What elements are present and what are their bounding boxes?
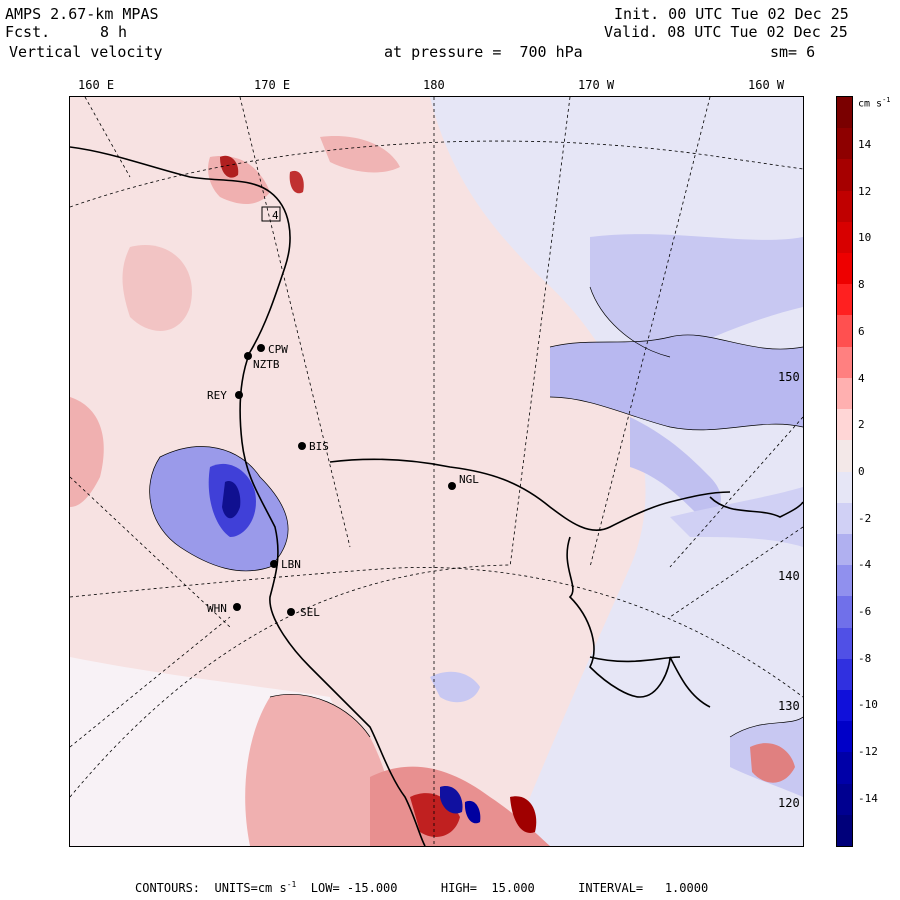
colorbar-segment <box>837 190 852 223</box>
colorbar-segment <box>837 409 852 441</box>
colorbar-tick: 8 <box>858 278 865 292</box>
colorbar <box>836 96 853 847</box>
lon-label-170w: 170 W <box>578 78 615 92</box>
station-lbn: LBN <box>281 558 301 571</box>
colorbar-segment <box>837 221 852 254</box>
colorbar-tick: 2 <box>858 418 865 432</box>
colorbar-tick: 6 <box>858 324 865 338</box>
colorbar-tick: -10 <box>858 698 878 712</box>
station-rey: REY <box>207 389 227 402</box>
colorbar-segment <box>837 159 852 192</box>
colorbar-unit-text: cm s <box>858 98 883 110</box>
colorbar-segment <box>837 377 852 410</box>
colorbar-segment <box>837 689 852 722</box>
lon-label-180: 180 <box>423 78 445 92</box>
colorbar-segment <box>837 721 852 753</box>
footer-exp: -1 <box>286 880 297 889</box>
colorbar-segment <box>837 565 852 597</box>
lat-label-130w: 130 W <box>778 699 800 713</box>
colorbar-tick: 0 <box>858 464 865 478</box>
colorbar-tick: 12 <box>858 184 872 198</box>
footer-range: LOW= -15.000 HIGH= 15.000 INTERVAL= 1.00… <box>296 881 709 895</box>
colorbar-segment <box>837 440 852 472</box>
forecast-label: Fcst. <box>5 23 51 41</box>
lon-label-170e: 170 E <box>254 78 291 92</box>
station-bis: BIS <box>309 440 329 453</box>
map-panel: CPW NZTB REY BIS NGL LBN WHN SEL 4 150 W… <box>69 96 804 847</box>
colorbar-tick: 14 <box>858 138 872 151</box>
colorbar-tick: -8 <box>858 651 872 665</box>
contour-info: CONTOURS: UNITS=cm s-1 LOW= -15.000 HIGH… <box>135 880 708 895</box>
colorbar-segment <box>837 502 852 535</box>
lat-label-140w: 140 W <box>778 569 800 583</box>
colorbar-tick: -4 <box>858 558 872 572</box>
colorbar-segment <box>837 128 852 160</box>
pressure-level: at pressure = 700 hPa <box>384 43 583 61</box>
box-label: 4 <box>272 209 279 222</box>
colorbar-unit-exp: -1 <box>882 96 891 104</box>
colorbar-segment <box>837 627 852 660</box>
colorbar-tick: -2 <box>858 511 872 525</box>
colorbar-tick: -6 <box>858 605 872 618</box>
valid-time: Valid. 08 UTC Tue 02 Dec 25 <box>604 23 848 41</box>
colorbar-segment <box>837 284 852 316</box>
colorbar-tick: -12 <box>858 745 878 759</box>
colorbar-segment <box>837 471 852 504</box>
colorbar-segment <box>837 533 852 566</box>
vertical-velocity-map <box>70 97 803 846</box>
station-nztb: NZTB <box>253 358 280 371</box>
lat-label-150w: 150 W <box>778 370 800 384</box>
field-name: Vertical velocity <box>9 43 163 61</box>
init-time: Init. 00 UTC Tue 02 Dec 25 <box>614 5 849 23</box>
colorbar-segment <box>837 253 852 285</box>
colorbar-tick: 4 <box>858 371 865 385</box>
lon-label-160w: 160 W <box>748 78 785 92</box>
colorbar-segment <box>837 752 852 785</box>
station-ngl: NGL <box>459 473 479 486</box>
colorbar-segment <box>837 814 852 847</box>
colorbar-segment <box>837 658 852 691</box>
colorbar-unit: cm s-1 <box>858 94 891 110</box>
colorbar-segment <box>837 346 852 379</box>
smoothing: sm= 6 <box>770 43 816 61</box>
colorbar-segment <box>837 315 852 348</box>
colorbar-segment <box>837 783 852 816</box>
forecast-hours: 8 h <box>100 23 128 41</box>
station-cpw: CPW <box>268 343 288 356</box>
lat-label-120w: 120 W <box>778 796 800 810</box>
station-sel: SEL <box>300 606 320 619</box>
footer-units: CONTOURS: UNITS=cm s <box>135 881 287 895</box>
colorbar-tick: -14 <box>858 791 878 805</box>
colorbar-segment <box>837 596 852 629</box>
colorbar-segment <box>837 97 852 129</box>
station-whn: WHN <box>207 602 227 615</box>
model-title: AMPS 2.67-km MPAS <box>5 5 159 23</box>
colorbar-tick: 10 <box>858 231 872 245</box>
lon-label-160e: 160 E <box>78 78 115 92</box>
